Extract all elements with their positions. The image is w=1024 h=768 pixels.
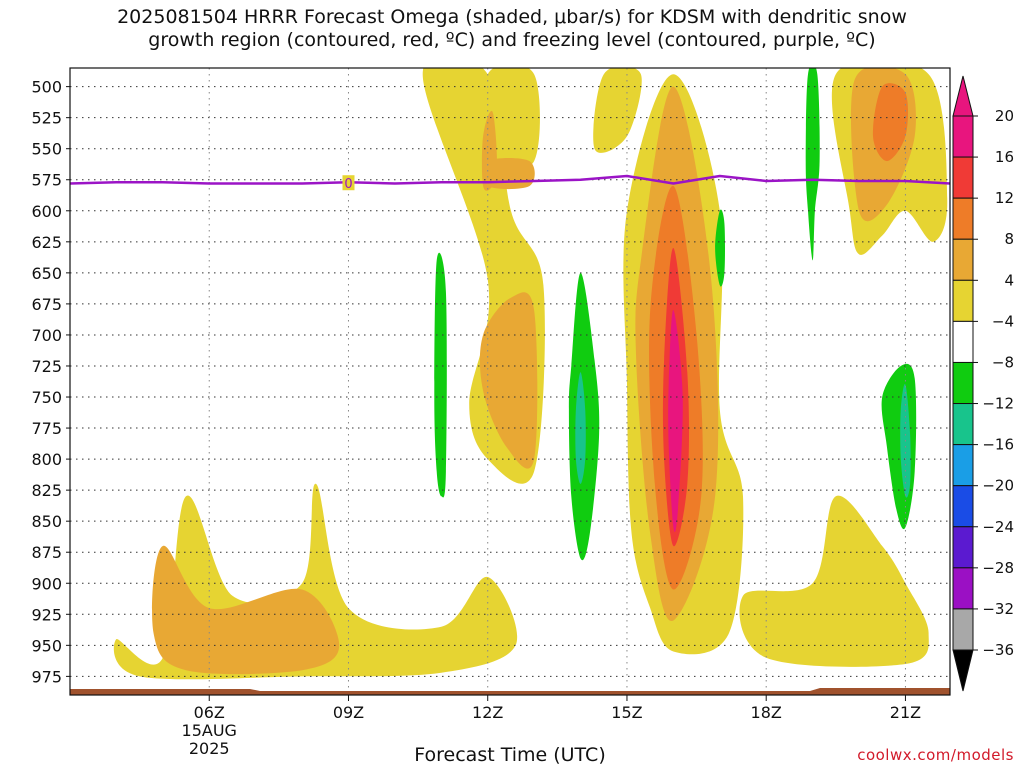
colorbar-label-13: −36: [982, 641, 1014, 659]
xtick-label-15Z: 15Z: [611, 703, 642, 722]
omega-region-pos20: [668, 310, 683, 533]
colorbar-box-3: [952, 238, 974, 281]
colorbar-box-0: [952, 115, 974, 158]
ytick-label-675: 675: [31, 295, 62, 314]
ytick-label-525: 525: [31, 109, 62, 128]
omega-region-pos4: [593, 68, 642, 153]
ytick-label-550: 550: [31, 140, 62, 159]
omega-region-pos8: [479, 292, 538, 469]
colorbar-label-6: −8: [992, 353, 1014, 371]
freezing-level-line: [69, 174, 951, 185]
colorbar-label-12: −32: [982, 600, 1014, 618]
omega-region-pos8: [152, 545, 340, 675]
surface-bar: [70, 688, 950, 695]
colorbar-label-4: 4: [1004, 271, 1014, 289]
xtick-label-12Z: 12Z: [472, 703, 503, 722]
ytick-label-650: 650: [31, 264, 62, 283]
omega-region-neg8: [805, 68, 820, 261]
ytick-label-900: 900: [31, 574, 62, 593]
xtick-label-21Z: 21Z: [890, 703, 921, 722]
colorbar-box-2: [952, 197, 974, 240]
colorbar-label-5: −4: [992, 312, 1014, 330]
omega-region-pos4: [739, 495, 929, 667]
ytick-label-725: 725: [31, 357, 62, 376]
pressure-axis: 500 525 550 575 600 625 650 675 700 725 750 775 800 8…: [31, 78, 70, 686]
colorbar-label-0: 20: [995, 107, 1014, 125]
ytick-label-625: 625: [31, 233, 62, 252]
colorbar-box-10: [952, 526, 974, 569]
freezing-level-label: 0: [344, 177, 352, 192]
omega-region-neg8: [434, 252, 447, 498]
ytick-label-975: 975: [31, 667, 62, 686]
ytick-label-575: 575: [31, 171, 62, 190]
omega-region-pos12: [872, 83, 909, 162]
colorbar-top-arrow: [952, 75, 974, 117]
freezing-level-contour: 0: [69, 174, 951, 192]
omega-region-neg8: [715, 209, 725, 287]
colorbar-label-1: 16: [995, 148, 1014, 166]
surface-terrain-bar: [70, 688, 950, 695]
colorbar-box-12: [952, 608, 974, 651]
chart-title: 2025081504 HRRR Forecast Omega (shaded, …: [117, 6, 907, 51]
colorbar-label-2: 12: [995, 189, 1014, 207]
colorbar-box-1: [952, 156, 974, 199]
ytick-label-750: 750: [31, 388, 62, 407]
colorbar-label-8: −16: [982, 436, 1014, 454]
colorbar-bottom-arrow: [952, 649, 974, 692]
colorbar-box-8: [952, 444, 974, 487]
colorbar-label-3: 8: [1004, 230, 1014, 248]
ytick-label-825: 825: [31, 481, 62, 500]
ytick-label-850: 850: [31, 512, 62, 531]
omega-colorbar: 20 16 12 8 4 −4 −8 −12 −16 −20 −24 −28 −32 −36: [952, 75, 1014, 692]
date-label-1: 2025: [189, 739, 230, 758]
colorbar-label-11: −28: [982, 559, 1014, 577]
x-axis-label: Forecast Time (UTC): [414, 744, 606, 766]
ytick-label-500: 500: [31, 78, 62, 97]
credit-link[interactable]: coolwx.com/models: [857, 746, 1014, 764]
ytick-label-875: 875: [31, 543, 62, 562]
plot-frame: [69, 67, 951, 696]
colorbar-label-7: −12: [982, 395, 1014, 413]
omega-region-pos8: [481, 110, 497, 191]
xtick-label-06Z: 06Z: [194, 703, 225, 722]
colorbar-box-9: [952, 485, 974, 528]
ytick-label-775: 775: [31, 419, 62, 438]
colorbar-box-6: [952, 361, 974, 405]
freezing-level-label-bg: [342, 175, 355, 191]
dotted-grid: [70, 68, 950, 695]
colorbar-box-4: [952, 279, 974, 322]
xtick-label-09Z: 09Z: [333, 703, 364, 722]
ytick-label-950: 950: [31, 636, 62, 655]
colorbar-box-7: [952, 403, 974, 446]
date-label-0: 15AUG: [182, 721, 237, 740]
colorbar-box-11: [952, 567, 974, 610]
ytick-label-800: 800: [31, 450, 62, 469]
omega-shading: [113, 68, 948, 680]
ytick-label-925: 925: [31, 605, 62, 624]
colorbar-label-10: −24: [982, 518, 1014, 536]
omega-region-neg8: [881, 363, 917, 530]
xtick-label-18Z: 18Z: [751, 703, 782, 722]
colorbar-box-5: [952, 320, 974, 363]
colorbar-label-9: −20: [982, 477, 1014, 495]
ytick-label-700: 700: [31, 326, 62, 345]
ytick-label-600: 600: [31, 202, 62, 221]
